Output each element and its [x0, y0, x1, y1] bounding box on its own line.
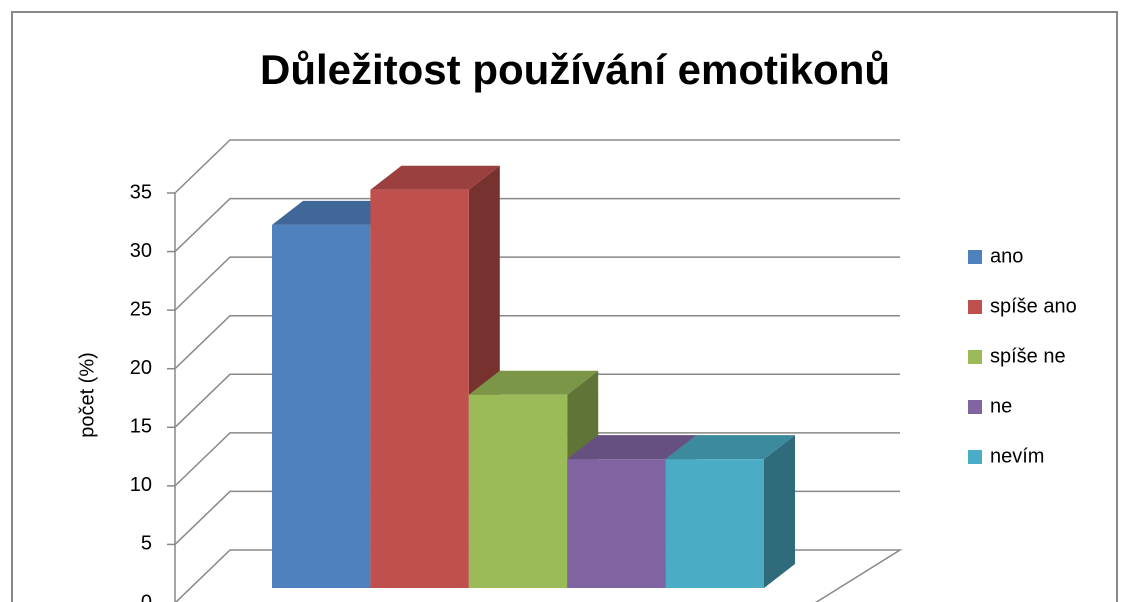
bar-top	[665, 435, 795, 460]
legend-label: spíše ne	[990, 345, 1066, 367]
legend-label: ano	[990, 245, 1023, 267]
legend-swatch	[968, 250, 982, 264]
legend-swatch	[968, 450, 982, 464]
y-tick-label: 0	[141, 591, 152, 602]
grid-line	[174, 197, 900, 253]
bar	[665, 459, 764, 588]
legend-swatch	[968, 300, 982, 314]
grid-line	[174, 139, 900, 194]
y-tick-label: 25	[130, 298, 152, 320]
legend-label: ne	[990, 395, 1012, 417]
legend-swatch	[968, 350, 982, 364]
bar	[468, 394, 568, 588]
bar	[272, 224, 371, 588]
chart-title: Důležitost používání emotikonů	[260, 46, 890, 93]
bar-top	[567, 435, 697, 460]
grid-line	[174, 373, 900, 428]
grid-line	[174, 314, 900, 370]
y-tick-label: 30	[130, 240, 152, 262]
y-tick-label: 15	[130, 416, 152, 438]
legend-swatch	[968, 400, 982, 414]
y-tick-label: 10	[130, 474, 152, 496]
legend-label: spíše ano	[990, 295, 1077, 317]
y-axis-label: počet (%)	[76, 352, 98, 438]
bar	[370, 189, 469, 588]
bar-top	[272, 200, 402, 225]
grid-line	[174, 432, 900, 487]
bar-side	[764, 435, 795, 588]
y-tick-label: 35	[130, 181, 152, 203]
bar-top	[468, 370, 599, 395]
bar	[567, 459, 666, 588]
bar-top	[370, 165, 500, 190]
y-tick-label: 5	[141, 533, 152, 555]
y-tick-label: 20	[130, 357, 152, 379]
legend-label: nevím	[990, 445, 1044, 467]
grid-line	[174, 256, 900, 311]
